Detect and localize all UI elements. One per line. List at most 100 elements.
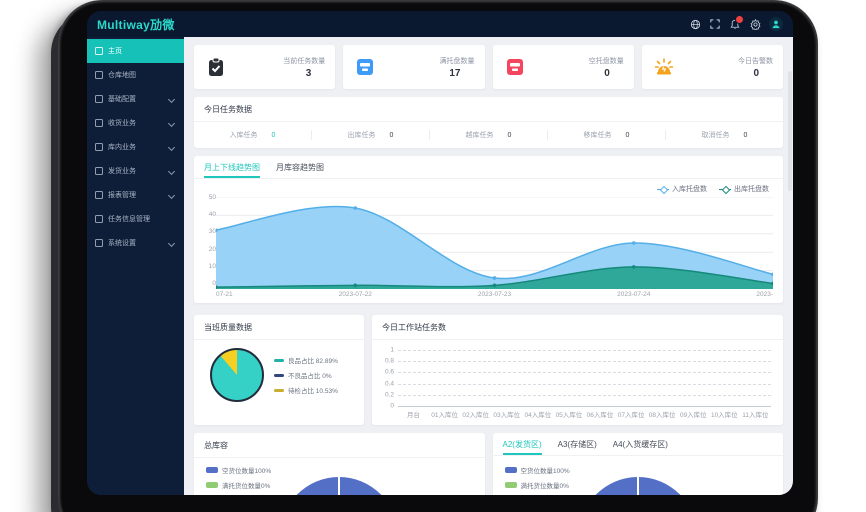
y-tick: 0.8 [384, 357, 394, 365]
legend-swatch [274, 388, 284, 392]
trend-area-chart [216, 197, 773, 289]
stat-card-value: 3 [305, 67, 312, 79]
stat-card-label: 当前任务数量 [283, 57, 326, 65]
task-count-item: 移库任务 0 [547, 130, 665, 140]
gridline [398, 350, 771, 351]
sidebar-item-warehouse-map[interactable]: 仓库地图 [87, 63, 184, 87]
zone-donut-chart [578, 477, 697, 495]
chevron-down-icon [167, 191, 176, 199]
sidebar-item-label: 仓库地图 [108, 72, 136, 79]
menu-item-icon [95, 191, 103, 199]
gridline [398, 372, 771, 374]
menu-item-icon [95, 71, 103, 79]
zone-tab-0[interactable]: A2(发货区) [502, 433, 542, 455]
stat-card-label: 今日告警数 [738, 57, 773, 65]
gear-icon[interactable] [749, 18, 761, 30]
workstation-panel: 今日工作站任务数 1 0.8 0.6 0.4 0.2 0 月台 01入库位 02入库位 03入库… [372, 315, 783, 425]
chevron-down-icon [167, 95, 176, 103]
legend-swatch [504, 467, 517, 473]
menu-item-icon [95, 143, 103, 151]
x-tick: 2023-07-23 [477, 291, 512, 298]
task-label: 移库任务 [583, 132, 612, 139]
full-pallet-icon [353, 55, 377, 79]
zone-tab-2[interactable]: A4(入货缓存区) [612, 439, 668, 449]
stat-card: 今日告警数 0 [641, 45, 783, 89]
x-tick: 01入库位 [431, 412, 458, 419]
bell-icon[interactable] [729, 15, 744, 30]
legend-label: 入库托盘数 [672, 186, 707, 193]
globe-icon[interactable] [689, 18, 701, 30]
y-tick: 1 [390, 346, 394, 354]
notification-badge [735, 15, 744, 24]
y-tick: 0.6 [384, 368, 394, 376]
sidebar-item-receiving[interactable]: 收货业务 [87, 111, 184, 135]
panel-title: 今日工作站任务数 [372, 315, 783, 340]
zone-legend: 空货位数量100%满托货位数量0%空托货位数量0% [504, 465, 570, 495]
task-count-item: 入库任务 0 [194, 130, 311, 140]
workstation-chart: 1 0.8 0.6 0.4 0.2 0 [385, 347, 771, 410]
sidebar-item-inwarehouse[interactable]: 库内业务 [87, 135, 184, 159]
menu-item-icon [95, 119, 103, 127]
sidebar-item-basic-config[interactable]: 基础配置 [87, 87, 184, 111]
zone-tab-1[interactable]: A3(存储区) [557, 439, 597, 449]
trend-legend: 入库托盘数 出库托盘数 [194, 179, 783, 195]
menu-item-icon [95, 215, 103, 223]
task-counts-row: 入库任务 0 出库任务 0 越库任务 0 移库任务 0 取消任务 0 [194, 122, 783, 148]
legend-marker-icon [719, 185, 731, 194]
stat-cards-row: 当前任务数量 3 满托盘数量 17 空托盘数量 0 今日告警数 0 [194, 45, 783, 89]
stat-card-label: 满托盘数量 [439, 57, 475, 65]
x-tick: 2023-07-22 [338, 291, 372, 298]
legend-label: 空货位数量100% [222, 468, 272, 475]
x-tick: 03入库位 [493, 412, 521, 419]
menu-item-icon [95, 47, 103, 55]
sidebar-item-settings[interactable]: 系统设置 [87, 231, 184, 255]
sidebar-item-label: 收货业务 [108, 120, 136, 127]
y-tick: 10 [208, 262, 216, 270]
legend-label: 空货位数量100% [520, 468, 570, 475]
task-count-item: 越库任务 0 [429, 130, 547, 140]
fullscreen-icon[interactable] [709, 18, 721, 30]
quality-legend-item: 待检占比 10.53% [274, 385, 338, 395]
chevron-down-icon [167, 167, 176, 175]
tablet-frame: Multiway劢微 [58, 0, 818, 512]
trend-tab-0[interactable]: 月上下线趋势图 [204, 156, 260, 178]
legend-item[interactable]: 入库托盘数 [657, 184, 707, 194]
gridline [398, 406, 771, 407]
sidebar-item-shipping[interactable]: 发货业务 [87, 159, 184, 183]
sidebar-item-task-info[interactable]: 任务信息管理 [87, 207, 184, 231]
zone-capacity-panel: A2(发货区) A3(存储区) A4(入货缓存区) 空货位数量100% 满托货位数量0… [492, 433, 783, 495]
legend-label: 待检占比 10.53% [288, 388, 338, 395]
stat-card: 当前任务数量 3 [194, 45, 336, 89]
sidebar-item-label: 系统设置 [108, 240, 136, 247]
legend-item[interactable]: 出库托盘数 [719, 184, 769, 194]
y-tick: 0 [390, 402, 394, 410]
menu-item-icon [95, 167, 103, 175]
main-scrollbar[interactable] [788, 71, 792, 191]
sidebar-item-label: 报表管理 [108, 192, 136, 199]
trend-tab-1[interactable]: 月库容趋势图 [276, 162, 324, 172]
x-tick: 10入库位 [710, 412, 738, 419]
chevron-down-icon [167, 143, 176, 151]
capacity-legend-item: 满托货位数量0% [206, 480, 271, 490]
zone-tabs: A2(发货区) A3(存储区) A4(入货缓存区) [492, 433, 783, 456]
stat-card-info: 空托盘数量 0 [527, 56, 624, 79]
x-tick: 06入库位 [586, 412, 614, 419]
x-tick: 2023-07-24 [617, 291, 651, 298]
task-value: 0 [743, 131, 748, 139]
legend-label: 满托货位数量0% [222, 483, 271, 490]
sidebar-item-reports[interactable]: 报表管理 [87, 183, 184, 207]
x-tick: 05入库位 [555, 412, 583, 419]
legend-marker-icon [657, 185, 669, 194]
stat-card-value: 0 [753, 67, 759, 79]
sidebar-nav: 主页仓库地图基础配置收货业务库内业务 发货业务报表管理任务信息管理系统设置 [87, 37, 184, 495]
user-avatar[interactable] [769, 17, 783, 31]
quality-legend: 良品占比 82.89% 不良品占比 0% 待检占比 10.53% [274, 355, 338, 395]
capacity-legend-item: 空货位数量100% [206, 465, 271, 475]
y-tick: 20 [208, 245, 216, 253]
sidebar-item-home[interactable]: 主页 [87, 39, 184, 63]
legend-label: 出库托盘数 [734, 186, 769, 193]
task-value: 0 [625, 131, 630, 139]
panel-title: 总库容 [194, 433, 485, 458]
quality-panel: 当班质量数据 良品占比 82.89% 不良品占比 0% 待检占比 10.53% [194, 315, 364, 425]
